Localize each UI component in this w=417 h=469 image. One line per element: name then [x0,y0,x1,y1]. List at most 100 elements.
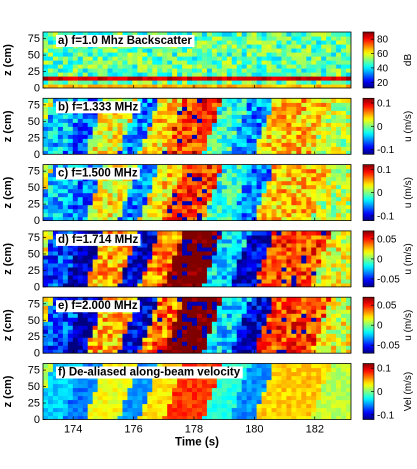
heatmap-cell [117,399,124,405]
heatmap-cell [77,76,84,81]
heatmap-cell [246,230,253,236]
heatmap-cell [127,250,134,256]
heatmap-cell [266,188,273,194]
heatmap-cell [326,192,332,198]
heatmap-cell [112,333,119,338]
heatmap-cell [142,208,148,214]
heatmap-cell [172,76,178,81]
heatmap-cell [57,200,64,206]
heatmap-cell [162,204,168,210]
heatmap-cell [331,321,337,326]
heatmap-cell [182,102,188,107]
heatmap-cell [43,403,49,409]
heatmap-cell [167,188,173,194]
heatmap-cell [142,399,148,405]
heatmap-cell [52,363,59,369]
heatmap-cell [326,325,332,330]
heatmap-cell [112,387,119,393]
heatmap-cell [321,250,327,256]
heatmap-cell [286,329,292,334]
heatmap-cell [172,246,178,252]
heatmap-cell [187,345,193,350]
heatmap-cell [286,325,292,330]
heatmap-cell [197,305,203,310]
heatmap-cell [201,122,208,127]
heatmap-cell [162,341,168,346]
heatmap-cell [271,349,278,354]
heatmap-cell [47,387,54,393]
heatmap-cell [177,102,183,107]
heatmap-cell [211,250,218,256]
heatmap-cell [157,379,163,385]
heatmap-cell [97,216,104,221]
heatmap-cell [296,309,302,314]
heatmap-cell [256,321,263,326]
heatmap-cell [291,250,297,256]
heatmap-cell [241,196,248,202]
heatmap-cell [271,64,278,69]
heatmap-cell [256,84,263,88]
heatmap-cell [226,192,233,198]
heatmap-cell [346,168,351,174]
heatmap-cell [316,110,322,115]
heatmap-cell [157,118,163,123]
heatmap-cell [197,383,203,389]
heatmap-cell [261,72,268,77]
heatmap-cell [321,102,327,107]
heatmap-cell [301,114,307,119]
heatmap-cell [296,102,302,107]
heatmap-cell [226,321,233,326]
heatmap-cell [142,234,148,240]
heatmap-cell [316,313,322,318]
heatmap-cell [251,168,258,174]
heatmap-cell [286,68,292,73]
heatmap-cell [97,411,104,417]
heatmap-cell [301,192,307,198]
heatmap-cell [132,98,138,103]
heatmap-cell [251,305,258,310]
heatmap-cell [182,258,188,264]
colorbar-label: dB [403,54,414,67]
heatmap-cell [331,40,337,45]
heatmap-cell [167,192,173,198]
heatmap-cell [241,258,248,264]
heatmap-cell [87,411,94,417]
heatmap-cell [122,98,129,103]
heatmap-cell [296,126,302,131]
heatmap-cell [72,278,79,284]
heatmap-cell [316,200,322,206]
y-tick-label: 50 [28,116,40,128]
heatmap-cell [167,363,173,369]
heatmap-cell [162,164,168,170]
heatmap-cell [97,313,104,318]
heatmap-cell [231,212,238,218]
heatmap-cell [236,325,243,330]
heatmap-cell [226,297,233,302]
heatmap-cell [187,383,193,389]
heatmap-cell [246,76,253,81]
heatmap-cell [43,379,49,385]
heatmap-cell [206,192,213,198]
heatmap-cell [112,146,119,151]
heatmap-cell [241,297,248,302]
heatmap-cell [147,321,153,326]
heatmap-cell [211,138,218,143]
heatmap-cell [192,387,198,393]
heatmap-cell [82,56,89,61]
heatmap-cell [102,270,109,276]
heatmap-cell [311,134,317,139]
heatmap-cell [241,329,248,334]
heatmap-cell [167,180,173,186]
heatmap-cell [57,32,64,37]
heatmap-cell [231,216,238,221]
heatmap-cell [231,230,238,236]
heatmap-cell [246,56,253,61]
colorbar-tick-label: 20 [377,78,389,89]
heatmap-cell [216,301,223,306]
heatmap-cell [241,246,248,252]
heatmap-cell [167,56,173,61]
heatmap-cell [266,262,273,268]
heatmap-cell [107,395,114,401]
heatmap-cell [142,301,148,306]
